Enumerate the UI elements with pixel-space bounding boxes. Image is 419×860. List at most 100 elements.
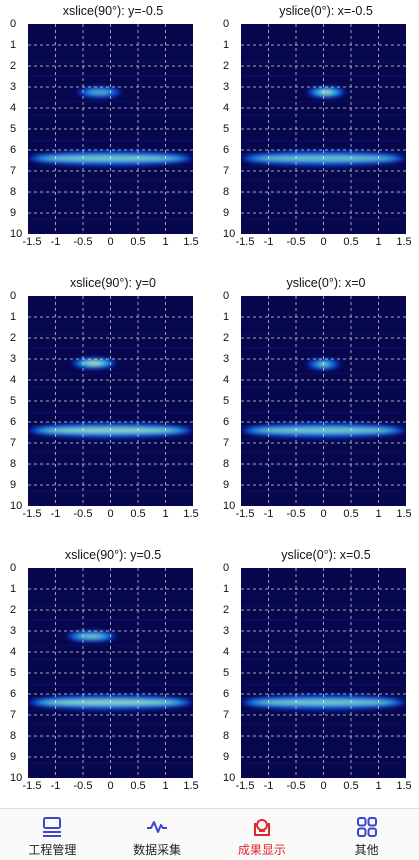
- reflection-texture: [28, 347, 193, 349]
- panel-title: xslice(90°): y=0.5: [64, 548, 162, 562]
- reflection-texture: [28, 645, 193, 647]
- x-tick-label: 0: [320, 780, 327, 792]
- heatmap-plot: [241, 568, 406, 778]
- y-tick-label: 2: [10, 60, 17, 72]
- y-tick-label: 2: [223, 332, 230, 344]
- x-tick-label: -1: [50, 508, 61, 520]
- slice-panel: yslice(0°): x=0 0 1 2 3 4 5 6 7 8 9 10 -1.5 -1 -0.5 0 0.…: [215, 274, 415, 536]
- y-tick-label: 6: [223, 144, 230, 156]
- y-tick-label: 4: [223, 374, 230, 386]
- x-tick-label: -1: [50, 236, 61, 248]
- x-tick-label: 0.5: [343, 780, 359, 792]
- y-tick-label: 4: [10, 102, 17, 114]
- y-tick-label: 0: [223, 290, 230, 302]
- slice-results-view: xslice(90°): y=-0.5 0 1 2 3 4 5 6 7 8 9 10 -1.5 -1 -0.…: [2, 2, 415, 808]
- reflection-band: [66, 630, 116, 643]
- x-tick-label: -0.5: [286, 780, 306, 792]
- x-tick-label: -1.5: [22, 508, 42, 520]
- x-tick-label: 1: [162, 508, 169, 520]
- y-tick-label: 10: [223, 772, 236, 784]
- reflection-texture: [241, 438, 406, 440]
- slice-panel: xslice(90°): y=-0.5 0 1 2 3 4 5 6 7 8 9 10 -1.5 -1 -0.…: [2, 2, 202, 264]
- x-tick-label: 1.5: [396, 236, 412, 248]
- x-tick-label: -1: [263, 508, 274, 520]
- y-tick-label: 1: [10, 39, 17, 51]
- reflection-texture: [241, 710, 406, 712]
- x-tick-label: 0: [320, 508, 327, 520]
- x-tick-label: 0.5: [130, 780, 146, 792]
- x-tick-label: 0.5: [130, 508, 146, 520]
- x-tick-label: 1.5: [183, 780, 199, 792]
- y-tick-label: 4: [223, 646, 230, 658]
- x-tick-label: 1: [375, 508, 382, 520]
- x-tick-label: -1.5: [235, 780, 255, 792]
- panel-title: yslice(0°): x=0: [286, 276, 366, 290]
- results-icon: [253, 819, 270, 836]
- y-tick-label: 6: [10, 688, 17, 700]
- y-tick-label: 10: [223, 500, 236, 512]
- y-tick-label: 2: [10, 604, 17, 616]
- y-tick-label: 9: [223, 751, 230, 763]
- y-tick-label: 0: [10, 562, 17, 574]
- project-icon: [43, 817, 62, 837]
- y-tick-label: 5: [10, 395, 17, 407]
- reflection-texture: [28, 75, 193, 77]
- x-tick-label: 0: [107, 780, 114, 792]
- y-tick-label: 3: [223, 353, 230, 365]
- x-tick-label: -1: [263, 236, 274, 248]
- y-tick-label: 1: [223, 311, 230, 323]
- slice-panel: xslice(90°): y=0.5 0 1 2 3 4 5 6 7 8 9 10 -1.5 -1 -0.5…: [2, 546, 202, 808]
- reflection-texture: [28, 619, 193, 621]
- tab-label: 工程管理: [28, 843, 77, 857]
- tab-label: 数据采集: [133, 843, 182, 857]
- band-layer: [81, 635, 101, 638]
- tab-other[interactable]: 其他: [314, 809, 419, 860]
- y-tick-label: 3: [10, 353, 17, 365]
- heatmap-plot: [28, 24, 193, 234]
- tab-project-management[interactable]: 工程管理: [0, 809, 105, 860]
- y-tick-label: 7: [223, 709, 230, 721]
- x-tick-label: 1.5: [396, 780, 412, 792]
- tab-results-display[interactable]: 成果显示: [210, 809, 315, 860]
- y-tick-label: 0: [223, 562, 230, 574]
- panel-title: xslice(90°): y=-0.5: [62, 4, 164, 18]
- y-tick-label: 8: [10, 730, 17, 742]
- reflection-band: [77, 86, 122, 99]
- y-tick-label: 6: [223, 688, 230, 700]
- x-tick-label: 1: [162, 236, 169, 248]
- y-tick-label: 9: [223, 479, 230, 491]
- heatmap-svg: [241, 24, 406, 234]
- x-tick-label: 0.5: [343, 236, 359, 248]
- reflection-band: [72, 357, 116, 370]
- reflection-texture: [28, 490, 193, 492]
- reflection-texture: [241, 645, 406, 647]
- heatmap-plot: [28, 296, 193, 506]
- slice-panel: xslice(90°): y=0 0 1 2 3 4 5 6 7 8 9 10 -1.5 -1 -0.5 0 0…: [2, 274, 202, 536]
- y-tick-label: 5: [223, 395, 230, 407]
- x-tick-label: 1: [375, 780, 382, 792]
- reflection-texture: [241, 451, 406, 453]
- heatmap-plot: [241, 296, 406, 506]
- heatmap-plot: [241, 24, 406, 234]
- panel-title: yslice(0°): x=-0.5: [279, 4, 373, 18]
- y-tick-label: 7: [10, 165, 17, 177]
- y-tick-label: 6: [10, 144, 17, 156]
- bottom-tab-bar: 工程管理 数据采集 成果显示 其他: [0, 808, 419, 860]
- x-tick-label: -1.5: [235, 508, 255, 520]
- x-tick-label: -0.5: [73, 508, 93, 520]
- heatmap-svg: [241, 568, 406, 778]
- x-tick-label: -1.5: [22, 780, 42, 792]
- y-tick-label: 3: [10, 81, 17, 93]
- reflection-texture: [241, 373, 406, 375]
- slice-panel: yslice(0°): x=0.5 0 1 2 3 4 5 6 7 8 9 10 -1.5 -1 -0.5 0…: [215, 546, 415, 808]
- y-tick-label: 7: [223, 437, 230, 449]
- reflection-texture: [28, 438, 193, 440]
- y-tick-label: 10: [10, 228, 23, 240]
- heatmap-svg: [241, 296, 406, 506]
- heatmap-svg: [28, 568, 193, 778]
- reflection-texture: [241, 347, 406, 349]
- x-tick-label: 0: [107, 508, 114, 520]
- y-tick-label: 6: [223, 416, 230, 428]
- x-tick-label: 0.5: [130, 236, 146, 248]
- tab-data-acquisition[interactable]: 数据采集: [105, 809, 210, 860]
